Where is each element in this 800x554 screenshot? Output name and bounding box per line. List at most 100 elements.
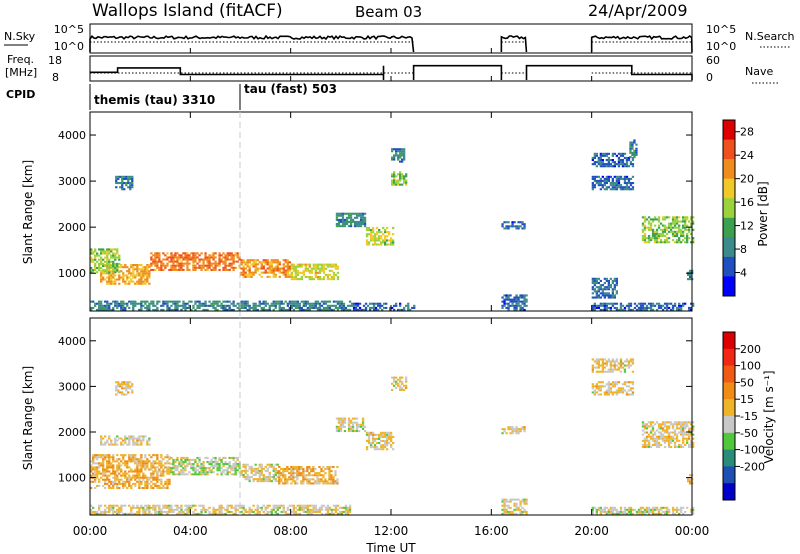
- power-cell: [599, 184, 603, 187]
- power-cell: [268, 265, 271, 268]
- velocity-cell: [166, 484, 169, 487]
- power-cell: [591, 304, 595, 307]
- velocity-cell: [523, 502, 526, 505]
- power-cell: [234, 304, 237, 307]
- power-cell: [228, 268, 231, 271]
- velocity-cell: [651, 439, 655, 442]
- power-cell: [260, 271, 263, 274]
- velocity-cell: [114, 443, 117, 446]
- velocity-cell: [126, 437, 129, 440]
- velocity-cell: [503, 502, 506, 505]
- velocity-cell: [601, 368, 605, 371]
- velocity-cell: [136, 464, 139, 467]
- power-cell: [365, 239, 369, 242]
- velocity-cell: [154, 484, 157, 487]
- power-cell: [651, 302, 655, 305]
- velocity-cell: [92, 466, 95, 469]
- power-cell: [274, 302, 277, 305]
- velocity-cell: [202, 471, 205, 474]
- velocity-cell: [140, 443, 143, 446]
- velocity-cell: [507, 504, 510, 507]
- velocity-cell: [663, 445, 667, 448]
- power-cell: [603, 294, 607, 297]
- power-cell: [405, 175, 408, 178]
- velocity-cell: [384, 433, 387, 436]
- power-cell: [388, 233, 391, 236]
- velocity-cell: [501, 500, 504, 503]
- power-cell: [651, 230, 655, 233]
- velocity-cell: [240, 506, 243, 509]
- power-cell: [673, 235, 677, 238]
- power-cell: [353, 220, 357, 223]
- velocity-cell: [114, 476, 117, 479]
- power-cell: [256, 269, 259, 272]
- velocity-cell: [212, 467, 215, 470]
- power-cell: [170, 258, 173, 261]
- velocity-cell: [236, 504, 239, 507]
- power-cell: [513, 308, 516, 311]
- power-cell: [613, 306, 617, 309]
- power-cell: [593, 152, 597, 155]
- power-cell: [186, 268, 189, 271]
- velocity-cell: [619, 510, 623, 513]
- power-cell: [178, 256, 181, 259]
- velocity-cell: [627, 381, 631, 384]
- velocity-cell: [248, 478, 251, 481]
- power-cell: [611, 152, 615, 155]
- velocity-cell: [635, 510, 639, 513]
- power-cell: [678, 241, 681, 244]
- velocity-cell: [116, 435, 119, 438]
- velocity-cell: [304, 506, 308, 509]
- velocity-cell: [208, 469, 211, 472]
- power-cell: [224, 268, 227, 271]
- velocity-cell: [298, 506, 302, 509]
- velocity-cell: [186, 458, 189, 461]
- velocity-cell: [140, 482, 143, 485]
- velocity-cell: [300, 466, 303, 469]
- power-cell: [611, 154, 615, 157]
- power-cell: [692, 237, 695, 240]
- velocity-cell: [690, 508, 693, 511]
- power-cell: [112, 252, 115, 255]
- velocity-cell: [647, 506, 651, 509]
- velocity-cell: [242, 474, 245, 477]
- power-cell: [146, 280, 149, 283]
- velocity-cell: [138, 484, 141, 487]
- velocity-cell: [509, 510, 512, 513]
- power-cell: [292, 278, 296, 281]
- power-cell: [680, 228, 683, 231]
- velocity-cell: [206, 456, 209, 459]
- power-cell: [374, 308, 378, 311]
- power-cell: [355, 214, 359, 217]
- noise-series: [89, 34, 693, 53]
- power-cell: [262, 271, 265, 274]
- velocity-cell: [117, 391, 120, 394]
- velocity-cell: [597, 508, 601, 511]
- velocity-cell: [180, 469, 183, 472]
- velocity-cell: [336, 508, 340, 511]
- power-cell: [121, 182, 124, 185]
- velocity-cell: [208, 471, 211, 474]
- velocity-cell: [284, 468, 287, 471]
- velocity-cell: [121, 393, 124, 396]
- velocity-cell: [641, 506, 645, 509]
- velocity-cell: [180, 510, 183, 513]
- power-cell: [240, 261, 243, 264]
- velocity-cell: [290, 466, 293, 469]
- velocity-cell: [124, 484, 127, 487]
- velocity-cell: [128, 437, 131, 440]
- velocity-cell: [162, 458, 165, 461]
- velocity-cell: [140, 506, 143, 509]
- power-cell: [629, 163, 633, 166]
- power-cell: [326, 263, 330, 266]
- velocity-cell: [230, 456, 233, 459]
- power-cell: [519, 294, 522, 297]
- power-cell: [591, 286, 595, 289]
- velocity-cell: [218, 458, 221, 461]
- velocity-cell: [252, 478, 255, 481]
- velocity-cell: [680, 510, 683, 513]
- power-cell: [310, 271, 314, 274]
- power-cell: [675, 232, 679, 235]
- velocity-cell: [511, 510, 514, 513]
- power-cell: [194, 308, 197, 311]
